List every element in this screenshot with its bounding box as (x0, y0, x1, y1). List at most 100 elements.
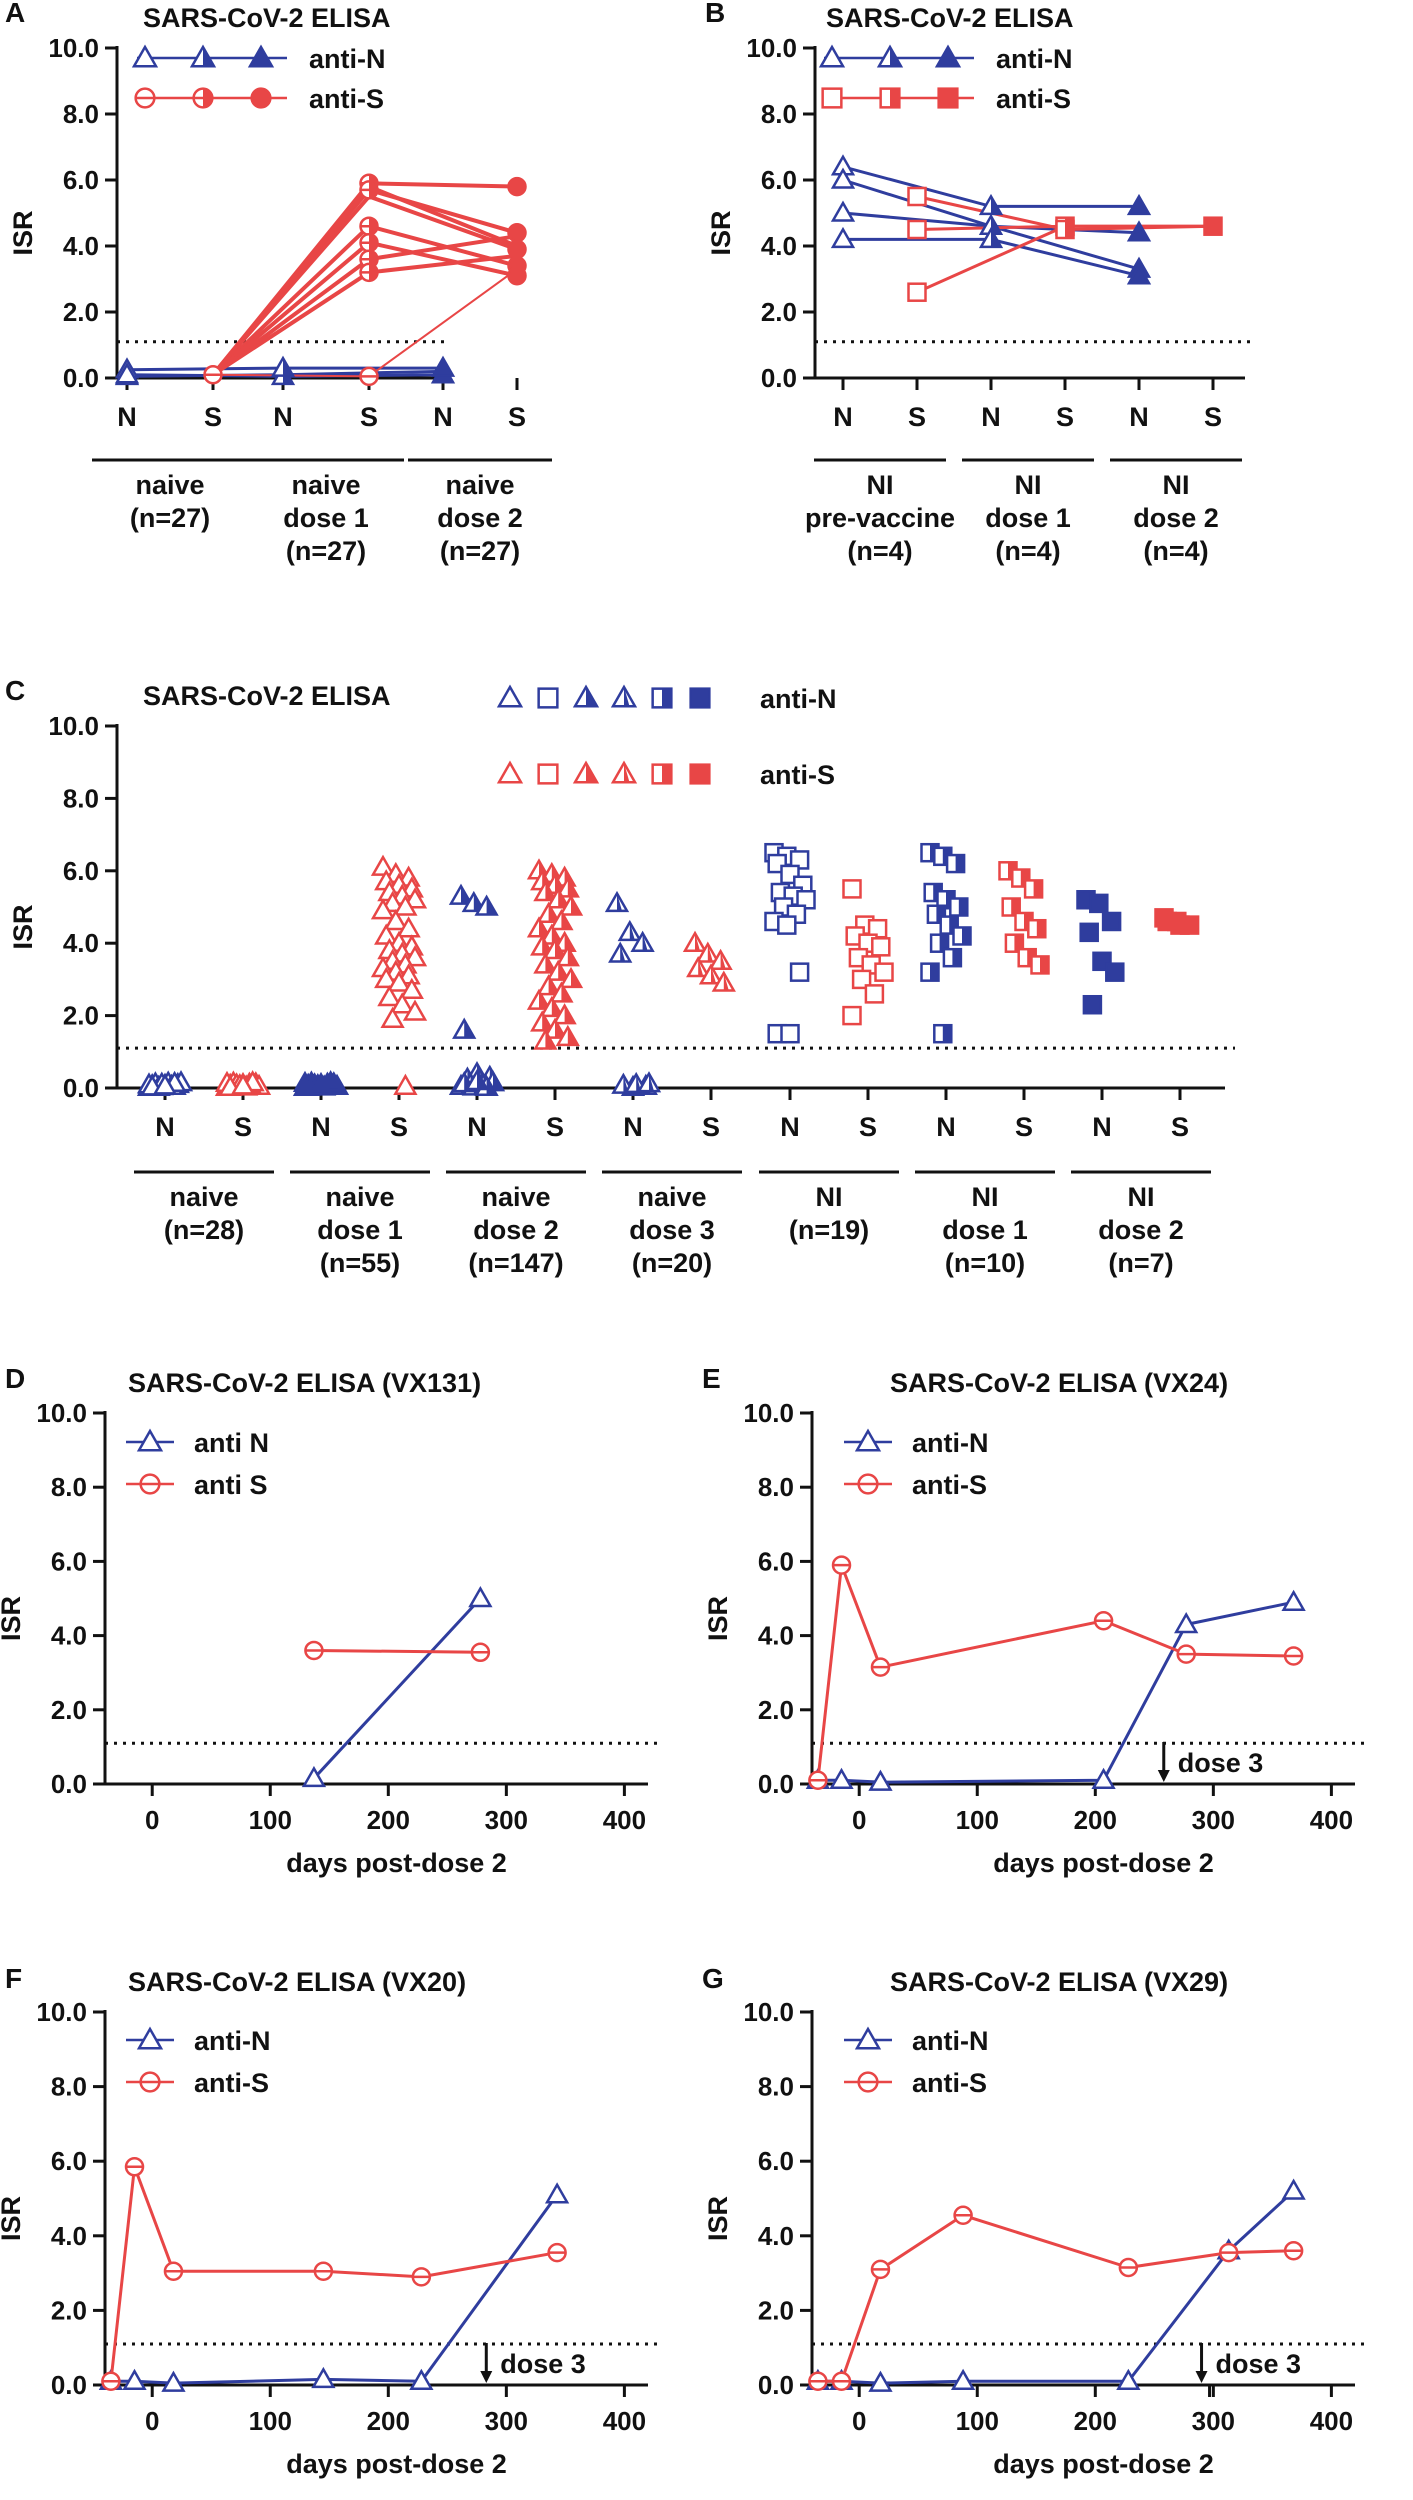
legend-marker (937, 87, 959, 109)
legend-marker (689, 763, 711, 785)
data-point (870, 1657, 891, 1677)
data-point (1055, 219, 1075, 240)
data-point (507, 239, 527, 260)
data-point (808, 1770, 828, 1791)
series-line (109, 2166, 558, 2382)
data-point (539, 995, 564, 1018)
data-point (308, 1073, 334, 1095)
data-point (533, 1028, 558, 1050)
y-axis-label: ISR (703, 2196, 733, 2241)
series-line (312, 1597, 482, 1780)
group-label: dose 2 (1098, 1215, 1184, 1245)
legend-marker (689, 687, 711, 709)
legend-marker (934, 44, 962, 68)
y-tick-label: 2.0 (758, 2295, 794, 2325)
data-point (777, 915, 797, 935)
data-point (695, 941, 720, 963)
y-tick-label: 10.0 (746, 33, 797, 63)
series-line (816, 1564, 1294, 1781)
legend-marker (818, 44, 846, 68)
panel-label: A (5, 0, 25, 28)
y-tick-label: 2.0 (761, 297, 797, 327)
x-tick-label: 0 (852, 1805, 866, 1835)
y-tick-label: 6.0 (63, 165, 99, 195)
data-point (789, 962, 810, 982)
group-label: NI (1015, 470, 1042, 500)
series-line (110, 2193, 559, 2385)
data-point (539, 923, 564, 945)
y-tick-label: 6.0 (51, 2146, 87, 2176)
legend-marker (572, 684, 600, 708)
data-point (1176, 1644, 1196, 1664)
x-tick-label: S (390, 1112, 408, 1142)
y-tick-label: 6.0 (51, 1546, 87, 1576)
data-point (907, 282, 927, 302)
group-label: NI (1128, 1182, 1155, 1212)
x-axis-label: days post-dose 2 (286, 1848, 507, 1878)
x-tick-label: S (234, 1112, 252, 1142)
group-label: (n=55) (320, 1248, 400, 1278)
legend-marker (250, 87, 272, 109)
y-tick-label: 6.0 (758, 1546, 794, 1576)
data-point (1101, 911, 1122, 932)
data-point (464, 1068, 490, 1091)
y-tick-label: 8.0 (758, 1472, 794, 1502)
data-point (547, 2242, 567, 2263)
data-point (377, 984, 402, 1007)
x-tick-label: N (1129, 402, 1149, 432)
y-axis-label: ISR (0, 1596, 26, 1641)
chart-title: SARS-CoV-2 ELISA (826, 3, 1074, 33)
y-tick-label: 0.0 (51, 1769, 87, 1799)
data-point (549, 981, 574, 1003)
legend-label: anti-N (194, 2026, 271, 2056)
y-tick-label: 4.0 (63, 231, 99, 261)
data-point (608, 941, 633, 963)
x-tick-label: 100 (249, 2406, 292, 2436)
group-label: (n=28) (164, 1215, 244, 1245)
x-tick-label: 100 (956, 1805, 999, 1835)
y-axis-label: ISR (8, 904, 38, 949)
data-point (711, 970, 736, 992)
data-point (1174, 1611, 1199, 1634)
y-tick-label: 4.0 (63, 928, 99, 958)
legend-label: anti-S (912, 2068, 987, 2098)
legend-marker (136, 2026, 164, 2050)
y-tick-label: 10.0 (36, 1997, 87, 2027)
data-point (1001, 897, 1021, 917)
data-point (1116, 2368, 1141, 2391)
y-tick-label: 8.0 (51, 1472, 87, 1502)
group-label: (n=20) (632, 1248, 712, 1278)
legend-marker (821, 87, 843, 109)
data-point (698, 963, 724, 985)
panel-f: F SARS-CoV-2 ELISA (VX20) 0.0 2.0 4.0 6.0 8.0 1… (0, 1963, 658, 2479)
group-label: dose 2 (437, 503, 523, 533)
data-point (474, 894, 499, 916)
data-point (203, 364, 223, 385)
legend-label: anti S (194, 1470, 268, 1500)
data-point (868, 2370, 893, 2392)
data-point (380, 1006, 405, 1028)
data-point (530, 1010, 555, 1032)
data-point (978, 226, 1004, 249)
data-point (386, 970, 412, 992)
data-point (544, 2182, 570, 2204)
data-point (542, 1017, 568, 1039)
legend-marker (189, 44, 217, 68)
data-point (920, 962, 940, 982)
data-point (830, 167, 856, 189)
legend-marker (610, 760, 638, 784)
data-point (1030, 955, 1050, 975)
y-tick-label: 8.0 (63, 99, 99, 129)
x-tick-label: 300 (1192, 1805, 1235, 1835)
x-tick-label: N (1092, 1112, 1112, 1142)
data-point (780, 1023, 800, 1044)
data-point (831, 1555, 852, 1575)
y-tick-label: 8.0 (63, 783, 99, 813)
y-tick-label: 2.0 (51, 2295, 87, 2325)
group-label: dose 1 (283, 503, 369, 533)
x-axis-label: days post-dose 2 (286, 2449, 507, 2479)
data-point (383, 908, 408, 931)
data-point (831, 2371, 852, 2392)
x-tick-label: N (780, 1112, 800, 1142)
data-point (470, 1642, 491, 1663)
